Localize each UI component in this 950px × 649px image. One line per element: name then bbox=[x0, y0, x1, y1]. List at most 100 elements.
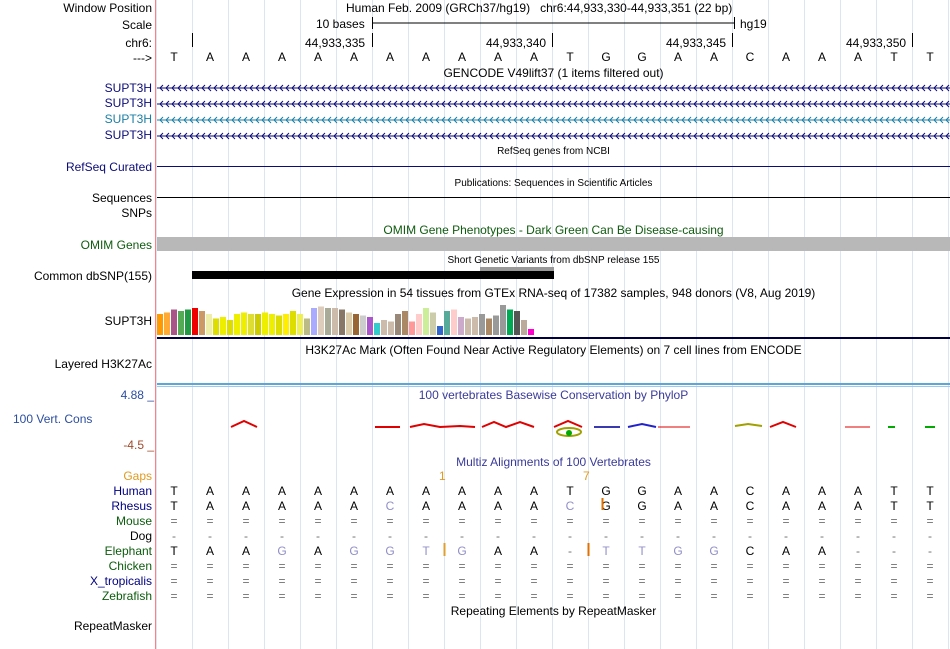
snps-label[interactable]: SNPs bbox=[121, 206, 152, 220]
strand-chevron bbox=[915, 84, 920, 92]
h3k27ac-label[interactable]: Layered H3K27Ac bbox=[54, 357, 152, 371]
alignment-base: - bbox=[856, 544, 860, 558]
strand-chevron bbox=[195, 132, 200, 140]
strand-chevron bbox=[177, 132, 182, 140]
omim-track-title[interactable]: OMIM Gene Phenotypes - Dark Green Can Be… bbox=[383, 223, 724, 237]
alignment-base: = bbox=[854, 574, 862, 588]
label-separator bbox=[155, 0, 156, 649]
species-label[interactable]: Dog bbox=[129, 529, 152, 543]
refseq-track-title[interactable]: RefSeq genes from NCBI bbox=[497, 146, 610, 157]
strand-chevron bbox=[525, 100, 530, 108]
strand-chevron bbox=[609, 116, 614, 124]
strand-chevron bbox=[549, 100, 554, 108]
strand-chevron bbox=[633, 132, 638, 140]
gtex-track-title[interactable]: Gene Expression in 54 tissues from GTEx … bbox=[291, 286, 816, 300]
species-label[interactable]: Rhesus bbox=[111, 499, 152, 513]
species-label[interactable]: Human bbox=[113, 484, 152, 498]
strand-chevron bbox=[189, 116, 194, 124]
phylop-wiggle[interactable] bbox=[0, 418, 950, 448]
dbsnp-variant-bar[interactable] bbox=[192, 271, 554, 279]
omim-label[interactable]: OMIM Genes bbox=[80, 238, 152, 252]
strand-chevron bbox=[837, 84, 842, 92]
dbsnp-track-title[interactable]: Short Genetic Variants from dbSNP releas… bbox=[447, 255, 660, 266]
strand-chevron bbox=[219, 132, 224, 140]
dbsnp-variant-bar-gray[interactable] bbox=[480, 267, 554, 271]
strand-chevron bbox=[537, 132, 542, 140]
alignment-base: = bbox=[458, 514, 466, 528]
strand-chevron bbox=[201, 132, 206, 140]
strand-chevron bbox=[795, 132, 800, 140]
strand-chevron bbox=[183, 116, 188, 124]
multiz-track-title[interactable]: Multiz Alignments of 100 Vertebrates bbox=[456, 455, 651, 469]
gtex-tissue-bar bbox=[500, 305, 506, 335]
alignment-base: = bbox=[818, 559, 826, 573]
strand-chevron bbox=[333, 116, 338, 124]
gtex-expression-bars[interactable] bbox=[0, 297, 950, 337]
strand-chevron bbox=[375, 132, 380, 140]
gencode-gene-label-2[interactable]: SUPT3H bbox=[104, 96, 152, 110]
strand-chevron bbox=[825, 116, 830, 124]
strand-chevron bbox=[807, 132, 812, 140]
species-label[interactable]: Chicken bbox=[108, 559, 152, 573]
alignment-base: = bbox=[890, 514, 898, 528]
strand-chevron bbox=[243, 116, 248, 124]
species-label[interactable]: Zebrafish bbox=[101, 589, 152, 603]
strand-chevron bbox=[699, 84, 704, 92]
grid-line bbox=[732, 0, 733, 649]
gtex-tissue-bar bbox=[157, 314, 163, 335]
strand-chevron bbox=[225, 100, 230, 108]
strand-chevron bbox=[813, 84, 818, 92]
phylop-track-title[interactable]: 100 vertebrates Basewise Conservation by… bbox=[418, 388, 689, 402]
strand-chevron bbox=[729, 116, 734, 124]
strand-chevron bbox=[285, 100, 290, 108]
strand-chevron bbox=[909, 100, 914, 108]
publications-line[interactable] bbox=[157, 197, 950, 198]
refseq-gene-line[interactable] bbox=[157, 166, 950, 167]
gtex-tissue-bar bbox=[409, 321, 415, 335]
strand-chevron bbox=[597, 84, 602, 92]
strand-chevron bbox=[177, 100, 182, 108]
grid-line bbox=[552, 0, 553, 649]
strand-chevron bbox=[603, 100, 608, 108]
gencode-gene-label-4[interactable]: SUPT3H bbox=[104, 128, 152, 142]
strand-chevron bbox=[237, 84, 242, 92]
strand-chevron bbox=[333, 132, 338, 140]
alignment-base: = bbox=[890, 589, 898, 603]
gencode-gene-models[interactable] bbox=[0, 80, 950, 150]
omim-gene-bar[interactable] bbox=[157, 237, 950, 251]
alignment-base: = bbox=[854, 559, 862, 573]
alignment-base: = bbox=[206, 559, 214, 573]
strand-chevron bbox=[477, 84, 482, 92]
strand-chevron bbox=[681, 84, 686, 92]
gencode-gene-label-3[interactable]: SUPT3H bbox=[104, 112, 152, 126]
alignment-base: = bbox=[314, 574, 322, 588]
strand-chevron bbox=[771, 132, 776, 140]
alignment-base: = bbox=[638, 574, 646, 588]
strand-chevron bbox=[747, 100, 752, 108]
h3k27ac-track-title[interactable]: H3K27Ac Mark (Often Found Near Active Re… bbox=[305, 343, 802, 357]
gencode-track-title[interactable]: GENCODE V49lift37 (1 items filtered out) bbox=[443, 66, 664, 80]
gencode-gene-label-1[interactable]: SUPT3H bbox=[104, 81, 152, 95]
strand-chevron bbox=[723, 100, 728, 108]
publications-track-title[interactable]: Publications: Sequences in Scientific Ar… bbox=[454, 178, 653, 189]
repeatmasker-track-title[interactable]: Repeating Elements by RepeatMasker bbox=[450, 604, 657, 618]
gtex-label[interactable]: SUPT3H bbox=[104, 314, 152, 328]
species-label[interactable]: X_tropicalis bbox=[89, 574, 152, 588]
refseq-label[interactable]: RefSeq Curated bbox=[65, 160, 152, 174]
species-label[interactable]: Mouse bbox=[115, 514, 152, 528]
strand-chevron bbox=[315, 100, 320, 108]
dbsnp-label[interactable]: Common dbSNP(155) bbox=[33, 269, 152, 283]
species-label[interactable]: Elephant bbox=[104, 544, 152, 558]
strand-chevron bbox=[801, 100, 806, 108]
strand-chevron bbox=[753, 132, 758, 140]
phylop-label[interactable]: 100 Vert. Cons bbox=[13, 412, 93, 426]
publications-label[interactable]: Sequences bbox=[91, 191, 152, 205]
strand-chevron bbox=[525, 132, 530, 140]
strand-chevron bbox=[807, 84, 812, 92]
gaps-label: Gaps bbox=[123, 469, 152, 483]
gtex-tissue-bar bbox=[220, 317, 226, 335]
repeatmasker-label[interactable]: RepeatMasker bbox=[73, 619, 152, 633]
strand-chevron bbox=[801, 132, 806, 140]
strand-chevron bbox=[585, 116, 590, 124]
gtex-tissue-bar bbox=[290, 311, 296, 335]
